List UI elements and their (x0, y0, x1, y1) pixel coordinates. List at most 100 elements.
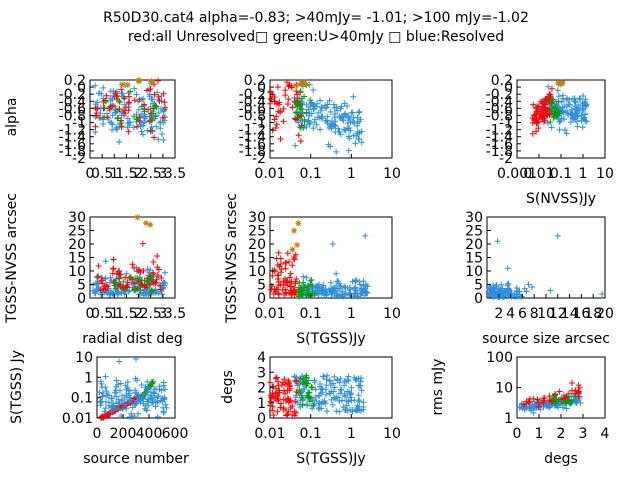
data-point-blue (102, 405, 109, 412)
data-point-green (121, 286, 128, 293)
data-point-red (154, 252, 161, 259)
data-point-blue (90, 287, 97, 294)
data-point-star (303, 81, 310, 88)
data-point-blue (118, 290, 125, 297)
data-point-blue (579, 124, 586, 131)
data-point-blue (152, 398, 159, 405)
data-point-red (534, 119, 541, 126)
data-point-green (296, 293, 303, 300)
data-point-red (277, 255, 284, 262)
data-point-green (134, 116, 141, 123)
data-point-blue (159, 398, 166, 405)
data-point-blue (105, 115, 112, 122)
data-point-blue (350, 132, 357, 139)
data-point-red (101, 97, 108, 104)
data-point-red (271, 116, 278, 123)
data-point-blue (347, 394, 354, 401)
y-tick-label: -1.8 (239, 144, 266, 160)
x-tick-label: 1.5 (115, 306, 137, 322)
y-tick-label: -1.4 (59, 130, 86, 146)
x-tick-label: 400 (136, 426, 163, 442)
data-point-blue (102, 258, 109, 265)
data-point-blue (350, 93, 357, 100)
x-tick-label: 10 (383, 166, 401, 182)
data-point-blue (142, 384, 149, 391)
data-point-blue (343, 406, 350, 413)
points-p4 (90, 214, 169, 299)
data-point-blue (346, 125, 353, 132)
data-point-blue (317, 107, 324, 114)
x-tick-label: 2 (134, 166, 143, 182)
data-point-blue (554, 87, 561, 94)
data-point-green (112, 279, 119, 286)
data-point-blue (355, 375, 362, 382)
x-tick-label: 10 (537, 306, 555, 322)
data-point-green (303, 392, 310, 399)
data-point-red (272, 375, 279, 382)
data-point-green (555, 397, 562, 404)
data-point-blue (323, 376, 330, 383)
y-tick-label: 15 (248, 251, 266, 267)
data-point-blue (98, 380, 105, 387)
y-tick-label: 0 (77, 291, 86, 307)
data-point-red (533, 120, 540, 127)
data-point-blue (99, 384, 106, 391)
data-point-blue (160, 382, 167, 389)
data-point-blue (135, 397, 142, 404)
data-point-blue (308, 110, 315, 117)
data-point-red (569, 387, 576, 394)
data-point-blue (348, 397, 355, 404)
data-point-blue (154, 413, 161, 420)
data-point-blue (103, 388, 110, 395)
data-point-blue (578, 112, 585, 119)
data-point-blue (131, 400, 138, 407)
data-point-red (147, 127, 154, 134)
data-point-red (297, 138, 304, 145)
y-tick-label: 100 (486, 350, 513, 366)
x-tick-label: 3.5 (164, 306, 186, 322)
data-point-blue (335, 292, 342, 299)
data-point-green (292, 99, 299, 106)
data-point-blue (303, 101, 310, 108)
data-point-red (161, 99, 168, 106)
data-point-green (130, 113, 137, 120)
data-point-blue (580, 93, 587, 100)
x-tick-label: 20 (596, 306, 614, 322)
y-tick-label: -0.6 (239, 101, 266, 117)
data-point-red (288, 291, 295, 298)
data-point-red (153, 276, 160, 283)
data-point-red (273, 121, 280, 128)
y-tick-label: 10 (248, 264, 266, 280)
data-point-red (295, 132, 302, 139)
data-point-blue (332, 129, 339, 136)
data-point-green (307, 97, 314, 104)
data-point-green (153, 104, 160, 111)
x-tick-label: 1 (110, 306, 119, 322)
data-point-blue (305, 112, 312, 119)
data-point-blue (346, 290, 353, 297)
data-point-red (92, 123, 99, 130)
data-point-green (309, 290, 316, 297)
data-point-blue (138, 128, 145, 135)
data-point-green (150, 378, 157, 385)
data-point-blue (327, 390, 334, 397)
data-point-red (110, 266, 117, 273)
data-point-green (551, 392, 558, 399)
data-point-blue (129, 404, 136, 411)
data-point-red (288, 82, 295, 89)
data-point-blue (162, 401, 169, 408)
data-point-red (93, 110, 100, 117)
data-point-red (278, 266, 285, 273)
data-point-blue (581, 114, 588, 121)
data-point-red (282, 381, 289, 388)
data-point-red (272, 124, 279, 131)
x-tick-label: 14 (561, 306, 579, 322)
data-point-blue (583, 101, 590, 108)
data-point-green (552, 104, 559, 111)
data-point-red (282, 279, 289, 286)
y-tick-label: -1 (72, 116, 86, 132)
x-tick-label: 3 (158, 306, 167, 322)
data-point-blue (141, 118, 148, 125)
data-point-blue (307, 278, 314, 285)
